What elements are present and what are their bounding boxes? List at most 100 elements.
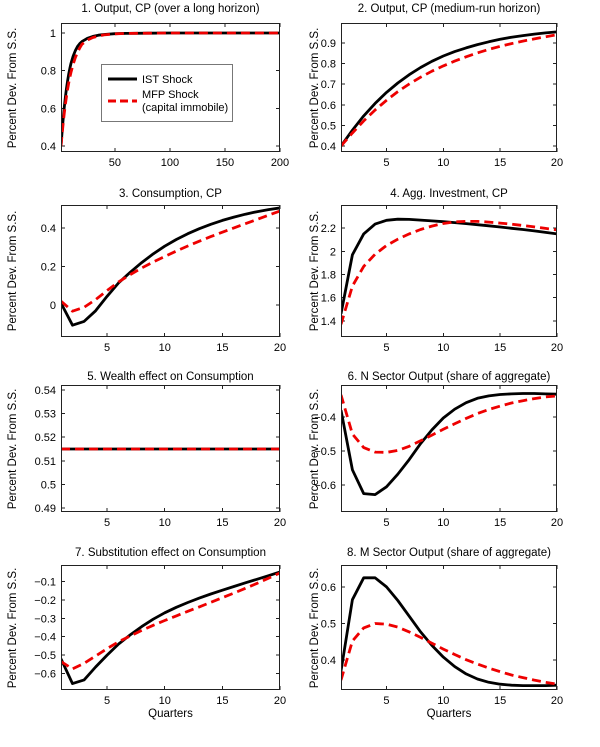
- x-tick-label: 10: [159, 342, 171, 354]
- plot-area-1: 50 100 150 200 0.4 0.6 0.8 1 IST Shock MFP Shock(…: [41, 23, 289, 169]
- x-tick-label: 20: [274, 342, 286, 354]
- y-tick-label: 0.9: [321, 38, 336, 50]
- plot-area-5: 5 10 15 20 0.49 0.5 0.51 0.52 0.53 0.54: [35, 385, 287, 529]
- x-tick-label: 100: [161, 157, 179, 169]
- x-tick-label: 10: [159, 517, 171, 529]
- plot-area-6: 5 10 15 20 −0.4 −0.5 −0.6: [314, 385, 563, 529]
- chart-title: 7. Substitution effect on Consumption: [75, 547, 266, 559]
- x-tick-label: 5: [383, 342, 389, 354]
- x-tick-label: 15: [494, 342, 506, 354]
- y-tick-label: −0.6: [314, 480, 336, 492]
- legend-box: [101, 64, 233, 122]
- y-tick-label: 0.53: [35, 409, 56, 421]
- plot-area-8: 5 10 15 20 0.4 0.5 0.6: [321, 565, 563, 707]
- x-tick-label: 5: [383, 157, 389, 169]
- y-tick-label: 1.6: [321, 293, 336, 305]
- axes-box: [61, 385, 280, 512]
- plot-background: [341, 23, 557, 152]
- mfp-shock-line: [61, 571, 280, 671]
- y-tick-label: −0.6: [34, 668, 56, 680]
- y-tick-label: 0.2: [41, 261, 56, 273]
- plot-area-2: 5 10 15 20 0.4 0.5 0.6 0.7 0.8 0.9: [321, 23, 563, 169]
- x-tick-label: 200: [271, 157, 289, 169]
- x-tick-label: 10: [437, 157, 449, 169]
- x-tick-label: 5: [383, 517, 389, 529]
- x-tick-label: 15: [494, 517, 506, 529]
- subplot-6-n-sector-output: 6. N Sector Output (share of aggregate) …: [300, 362, 600, 542]
- y-tick-label: 1.4: [321, 316, 336, 328]
- ist-shock-line: [341, 576, 557, 688]
- x-tick-label: 10: [437, 695, 449, 707]
- mfp-shock-line: [341, 219, 557, 325]
- axes-box: [341, 385, 557, 512]
- ist-shock-line: [341, 392, 557, 497]
- x-tick-label: 20: [551, 342, 563, 354]
- axes-box: [61, 205, 280, 337]
- x-tick-label: 20: [274, 517, 286, 529]
- chart-title: 8. M Sector Output (share of aggregate): [347, 547, 551, 559]
- x-tick-label: 15: [216, 342, 228, 354]
- x-tick-label: 10: [437, 342, 449, 354]
- x-tick-label: 20: [551, 157, 563, 169]
- y-tick-label: 0.8: [41, 66, 56, 78]
- y-tick-label: 0.5: [321, 618, 336, 630]
- mfp-shock-line: [341, 394, 557, 454]
- x-tick-label: 20: [274, 695, 286, 707]
- y-tick-label: −0.2: [34, 595, 56, 607]
- axes-box: [341, 23, 557, 152]
- y-tick-label: −0.5: [314, 446, 336, 458]
- plot-background: [341, 565, 557, 690]
- ist-shock-line: [61, 206, 280, 327]
- ist-shock-line: [61, 570, 280, 686]
- y-tick-label: 0.7: [321, 79, 336, 91]
- chart-title: 6. N Sector Output (share of aggregate): [347, 371, 551, 383]
- y-tick-label: −0.3: [34, 613, 56, 625]
- plot-area-4: 5 10 15 20 1.4 1.6 1.8 2 2.2: [321, 205, 563, 354]
- x-tick-label: 15: [216, 517, 228, 529]
- y-tick-label: 0.5: [41, 479, 56, 491]
- y-tick-label: 0: [50, 300, 56, 312]
- x-tick-label: 15: [494, 695, 506, 707]
- y-tick-label: 0.4: [41, 141, 56, 153]
- plot-area-3: 5 10 15 20 0 0.2 0.4: [41, 205, 286, 354]
- chart-title: 5. Wealth effect on Consumption: [87, 371, 254, 383]
- y-tick-label: 0.4: [321, 655, 336, 667]
- y-tick-label: 0.6: [41, 103, 56, 115]
- axes-box: [341, 205, 557, 337]
- subplot-4-agg-investment: 4. Agg. Investment, CP Percent Dev. From…: [300, 185, 600, 362]
- x-tick-label: 5: [104, 342, 110, 354]
- subplot-5-wealth-effect: 5. Wealth effect on Consumption Percent …: [0, 362, 300, 542]
- x-tick-label: 5: [104, 695, 110, 707]
- subplot-8-m-sector-output: 8. M Sector Output (share of aggregate) …: [300, 542, 600, 747]
- x-tick-label: 15: [216, 695, 228, 707]
- axes-box: [341, 565, 557, 690]
- legend-label: IST Shock: [142, 74, 193, 86]
- x-tick-label: 20: [551, 517, 563, 529]
- y-tick-label: 0.52: [35, 432, 56, 444]
- y-tick-label: −0.1: [34, 577, 56, 589]
- axes-box: [61, 565, 280, 690]
- y-tick-label: −0.5: [34, 650, 56, 662]
- plot-background: [341, 205, 557, 337]
- y-tick-label: 1: [50, 28, 56, 40]
- chart-title: 4. Agg. Investment, CP: [390, 188, 508, 200]
- plot-background: [61, 565, 280, 690]
- mfp-shock-line: [61, 209, 280, 313]
- mfp-shock-line: [341, 622, 557, 686]
- y-tick-label: 0.6: [321, 582, 336, 594]
- y-tick-label: 0.5: [321, 120, 336, 132]
- y-tick-label: 2.2: [321, 223, 336, 235]
- legend-label: (capital immobile): [142, 102, 228, 114]
- y-tick-label: 2: [330, 246, 336, 258]
- x-tick-label: 150: [216, 157, 234, 169]
- plot-background: [341, 385, 557, 512]
- x-axis-label: Quarters: [426, 708, 472, 720]
- x-tick-label: 5: [104, 517, 110, 529]
- subplot-1-output-long-horizon: 1. Output, CP (over a long horizon) Perc…: [0, 0, 300, 185]
- x-tick-label: 50: [109, 157, 121, 169]
- subplot-3-consumption: 3. Consumption, CP Percent Dev. From S.S…: [0, 185, 300, 362]
- x-tick-label: 20: [551, 695, 563, 707]
- ist-shock-line: [341, 30, 557, 147]
- plot-area-7: 5 10 15 20 −0.1 −0.2 −0.3 −0.4 −0.5 −0.6: [34, 565, 286, 707]
